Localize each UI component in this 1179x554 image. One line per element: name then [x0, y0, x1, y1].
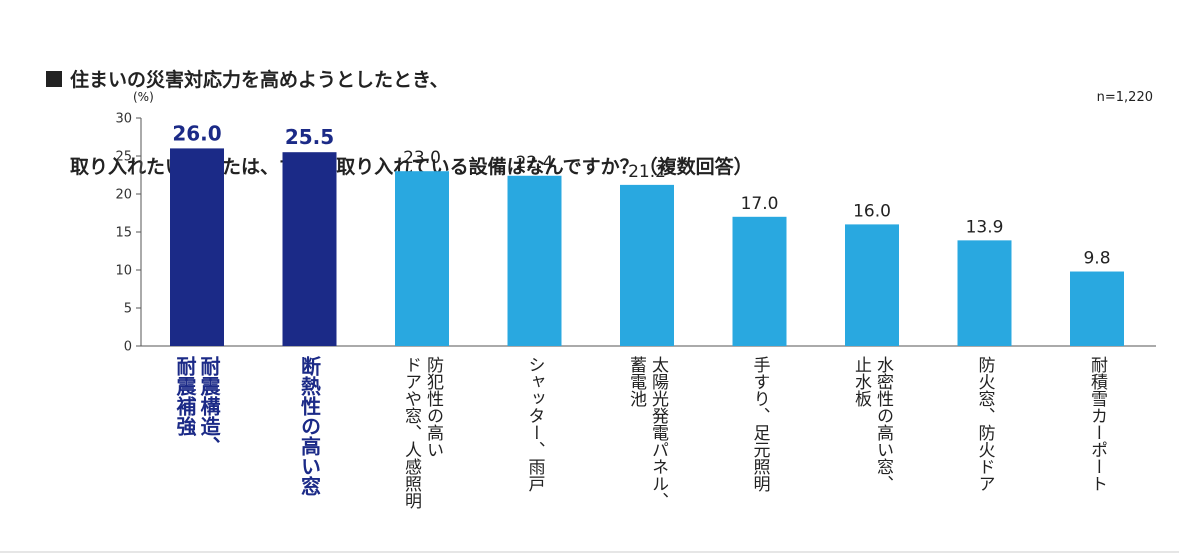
- data-label: 25.5: [285, 125, 334, 149]
- category-label: 止水板: [851, 356, 872, 407]
- title-line-1: 住まいの災害対応力を高めようとしたとき、: [46, 66, 753, 95]
- data-label: 9.8: [1083, 249, 1110, 269]
- y-tick-label: 30: [115, 112, 132, 127]
- bar: [1070, 271, 1124, 346]
- bar: [507, 175, 562, 346]
- category-label: 耐積雪カーポート: [1087, 356, 1108, 492]
- y-tick-label: 20: [115, 188, 132, 203]
- category-label: 防火窓、防火ドア: [975, 356, 996, 492]
- category-label: 防犯性の高い: [423, 356, 444, 458]
- bar: [620, 184, 674, 346]
- category-label: 耐震構造、: [197, 356, 221, 456]
- data-label: 23.0: [403, 148, 441, 168]
- y-tick-label: 0: [124, 340, 132, 355]
- y-tick-label: 10: [115, 264, 132, 279]
- category-label: 太陽光発電パネル、: [648, 356, 669, 509]
- title-line-2: 取り入れたい、または、すでに取り入れている設備はなんですか？（複数回答）: [70, 156, 753, 178]
- category-label: 断熱性の高い窓: [298, 355, 322, 496]
- title-line-1-text: 住まいの災害対応力を高めようとしたとき、: [70, 69, 449, 91]
- sample-size-label: n=1,220: [1096, 90, 1153, 105]
- square-bullet-icon: [46, 71, 62, 87]
- data-label: 21.2: [628, 162, 666, 182]
- chart-title: 住まいの災害対応力を高めようとしたとき、 取り入れたい、または、すでに取り入れて…: [46, 8, 753, 211]
- bottom-divider: [0, 551, 1179, 553]
- data-label: 17.0: [741, 194, 779, 214]
- bar: [395, 171, 449, 346]
- bar: [845, 224, 899, 346]
- category-label: 耐震補強: [173, 356, 197, 437]
- y-tick-label: 5: [124, 302, 132, 317]
- category-label: 蓄電池: [626, 356, 647, 407]
- bar: [732, 216, 787, 346]
- category-label: 水密性の高い窓、: [873, 356, 894, 492]
- category-label: 手すり、足元照明: [750, 356, 771, 493]
- bar: [957, 240, 1012, 346]
- data-label: 13.9: [966, 217, 1004, 237]
- y-tick-label: 25: [115, 150, 132, 165]
- category-label: ドアや窓、人感照明: [401, 356, 422, 510]
- data-label: 16.0: [853, 201, 891, 221]
- data-label: 26.0: [172, 121, 221, 145]
- y-tick-label: 15: [115, 226, 132, 241]
- bar: [170, 148, 224, 346]
- data-label: 22.4: [516, 153, 554, 173]
- category-label: シャッター、雨戸: [525, 356, 546, 492]
- unit-label: (%): [133, 90, 154, 104]
- bar: [282, 152, 337, 346]
